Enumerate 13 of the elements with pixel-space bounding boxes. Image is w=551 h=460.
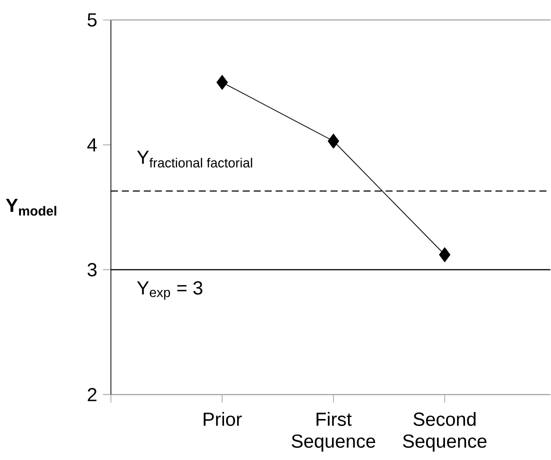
y-tick-label: 2 bbox=[88, 388, 96, 401]
y-tick-label: 4 bbox=[87, 138, 97, 152]
x-tick-label: Prior bbox=[204, 412, 242, 426]
point bbox=[439, 247, 450, 262]
point bbox=[328, 133, 340, 148]
y-tick-label: 5 bbox=[88, 13, 97, 26]
text: Y$_{model}$ bbox=[6, 198, 56, 216]
x-tick-label: Second Sequence bbox=[402, 412, 486, 452]
ref-line-label: $\text{Y}_{\text{exp}} \text{ = 3}$ bbox=[137, 280, 202, 300]
x-tick-label: First Sequence bbox=[292, 412, 376, 452]
ref-line-label: $\text{Y}_{\text{fractional factorial}}$ bbox=[137, 150, 252, 168]
point bbox=[216, 74, 228, 90]
y-tick-label: 3 bbox=[88, 262, 97, 276]
